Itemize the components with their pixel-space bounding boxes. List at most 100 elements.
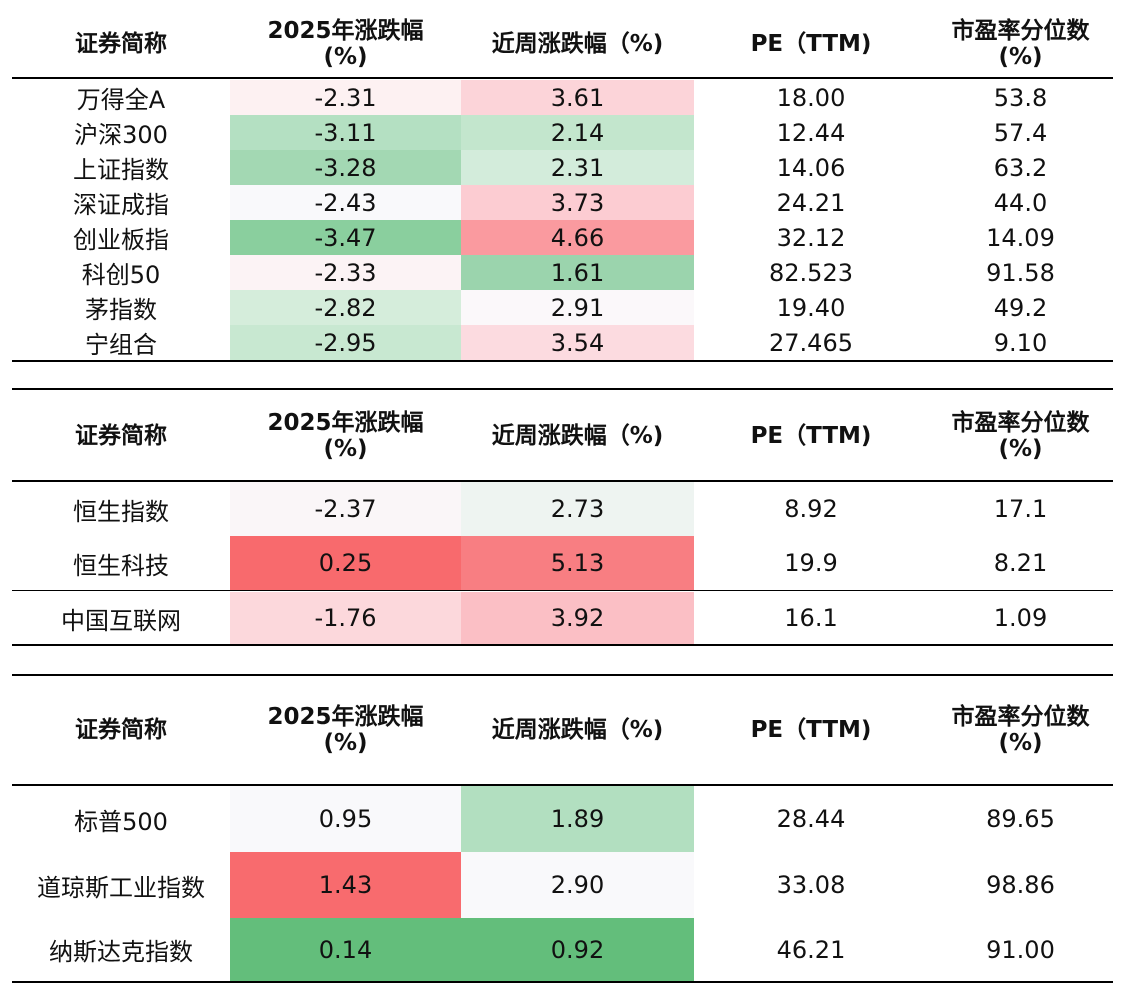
cell-week: 3.73 [461,185,694,220]
cell-name: 科创50 [81,261,161,289]
header-pe-ttm: PE（TTM) [750,31,872,57]
cell-ytd: -2.37 [230,482,461,536]
cell-ytd: -3.47 [230,220,461,255]
header-week-change: 近周涨跌幅（%) [491,423,664,449]
cell-week: 3.92 [461,592,694,644]
table-header: 证券简称 2025年涨跌幅 (%) 近周涨跌幅（%) PE（TTM) 市盈率分位… [12,396,1113,476]
table-row: 纳斯达克指数 0.14 0.92 46.21 91.00 [12,918,1113,981]
cell-pe: 18.00 [776,83,846,112]
header-pe-percentile: 市盈率分位数 (%) [951,704,1090,756]
cell-pe: 8.92 [784,495,838,523]
table-row: 创业板指 -3.47 4.66 32.12 14.09 [12,220,1113,255]
cell-percentile: 63.2 [993,153,1048,182]
header-pe-ttm: PE（TTM) [750,717,872,743]
cell-pe: 12.44 [776,118,846,147]
cell-percentile: 91.58 [986,258,1055,287]
table-row: 中国互联网 -1.76 3.92 16.1 1.09 [12,592,1113,644]
cell-ytd: -2.43 [230,185,461,220]
cell-week: 5.13 [461,536,694,590]
cell-ytd: -2.95 [230,325,461,360]
cell-name: 标普500 [74,807,168,836]
table-row: 沪深300 -3.11 2.14 12.44 57.4 [12,115,1113,150]
cell-percentile: 91.00 [986,935,1055,964]
cell-percentile: 89.65 [986,805,1055,833]
cell-name: 宁组合 [85,331,157,359]
cell-percentile: 53.8 [993,83,1048,112]
divider [12,360,1113,362]
cell-pe: 27.465 [769,328,853,357]
cell-name: 创业板指 [73,226,169,254]
cell-name: 恒生科技 [73,551,169,580]
table-row: 深证成指 -2.43 3.73 24.21 44.0 [12,185,1113,220]
table-row: 茅指数 -2.82 2.91 19.40 49.2 [12,290,1113,325]
table-row: 上证指数 -3.28 2.31 14.06 63.2 [12,150,1113,185]
cell-name: 万得全A [76,86,166,114]
cell-pe: 19.40 [776,293,846,322]
cell-ytd: 1.43 [230,852,461,918]
cell-week: 4.66 [461,220,694,255]
cell-pe: 16.1 [784,604,838,632]
header-name: 证券简称 [75,31,167,57]
cell-week: 1.61 [461,255,694,290]
cell-ytd: 0.95 [230,786,461,852]
cell-name: 恒生指数 [73,497,169,526]
divider [12,644,1113,646]
table-a-shares: 证券简称 2025年涨跌幅 (%) 近周涨跌幅（%) PE（TTM) 市盈率分位… [12,0,1113,362]
cell-week: 2.91 [461,290,694,325]
divider [12,674,1113,676]
cell-week: 1.89 [461,786,694,852]
header-pe-ttm: PE（TTM) [750,423,872,449]
header-ytd-change: 2025年涨跌幅 (%) [267,704,424,756]
divider [12,77,1113,79]
table-row: 宁组合 -2.95 3.54 27.465 9.10 [12,325,1113,360]
table-row: 恒生科技 0.25 5.13 19.9 8.21 [12,536,1113,590]
cell-ytd: -3.28 [230,150,461,185]
cell-ytd: 0.14 [230,918,461,981]
cell-ytd: 0.25 [230,536,461,590]
cell-ytd: -3.11 [230,115,461,150]
cell-pe: 33.08 [776,871,846,899]
table-row: 科创50 -2.33 1.61 82.523 91.58 [12,255,1113,290]
table-header: 证券简称 2025年涨跌幅 (%) 近周涨跌幅（%) PE（TTM) 市盈率分位… [12,12,1113,76]
cell-percentile: 1.09 [993,604,1048,632]
cell-pe: 19.9 [784,549,838,577]
cell-ytd: -2.33 [230,255,461,290]
cell-week: 2.73 [461,482,694,536]
cell-ytd: -2.82 [230,290,461,325]
cell-week: 3.61 [461,80,694,115]
cell-ytd: -2.31 [230,80,461,115]
cell-percentile: 57.4 [993,118,1048,147]
cell-name: 上证指数 [73,156,169,184]
table-row: 恒生指数 -2.37 2.73 8.92 17.1 [12,482,1113,536]
cell-pe: 28.44 [776,805,846,833]
header-ytd-change: 2025年涨跌幅 (%) [267,410,424,462]
cell-week: 2.90 [461,852,694,918]
cell-percentile: 9.10 [993,328,1048,357]
table-row: 道琼斯工业指数 1.43 2.90 33.08 98.86 [12,852,1113,918]
cell-pe: 14.06 [776,153,846,182]
header-ytd-change: 2025年涨跌幅 (%) [267,18,424,70]
cell-percentile: 44.0 [993,188,1048,217]
divider [12,981,1113,983]
header-name: 证券简称 [75,717,167,743]
table-hong-kong: 证券简称 2025年涨跌幅 (%) 近周涨跌幅（%) PE（TTM) 市盈率分位… [12,388,1113,648]
header-name: 证券简称 [75,423,167,449]
cell-name: 中国互联网 [61,606,181,635]
cell-name: 纳斯达克指数 [49,938,193,966]
divider [12,784,1113,786]
cell-name: 道琼斯工业指数 [37,873,205,902]
table-row: 标普500 0.95 1.89 28.44 89.65 [12,786,1113,852]
cell-pe: 24.21 [776,188,846,217]
divider [12,480,1113,482]
cell-percentile: 8.21 [993,549,1048,577]
divider [12,388,1113,390]
divider [12,590,1113,591]
header-week-change: 近周涨跌幅（%) [491,717,664,743]
cell-percentile: 98.86 [986,871,1055,899]
cell-name: 沪深300 [74,121,168,149]
cell-pe: 32.12 [776,223,846,252]
cell-week: 0.92 [461,918,694,981]
cell-percentile: 14.09 [986,223,1055,252]
cell-percentile: 17.1 [993,495,1048,523]
